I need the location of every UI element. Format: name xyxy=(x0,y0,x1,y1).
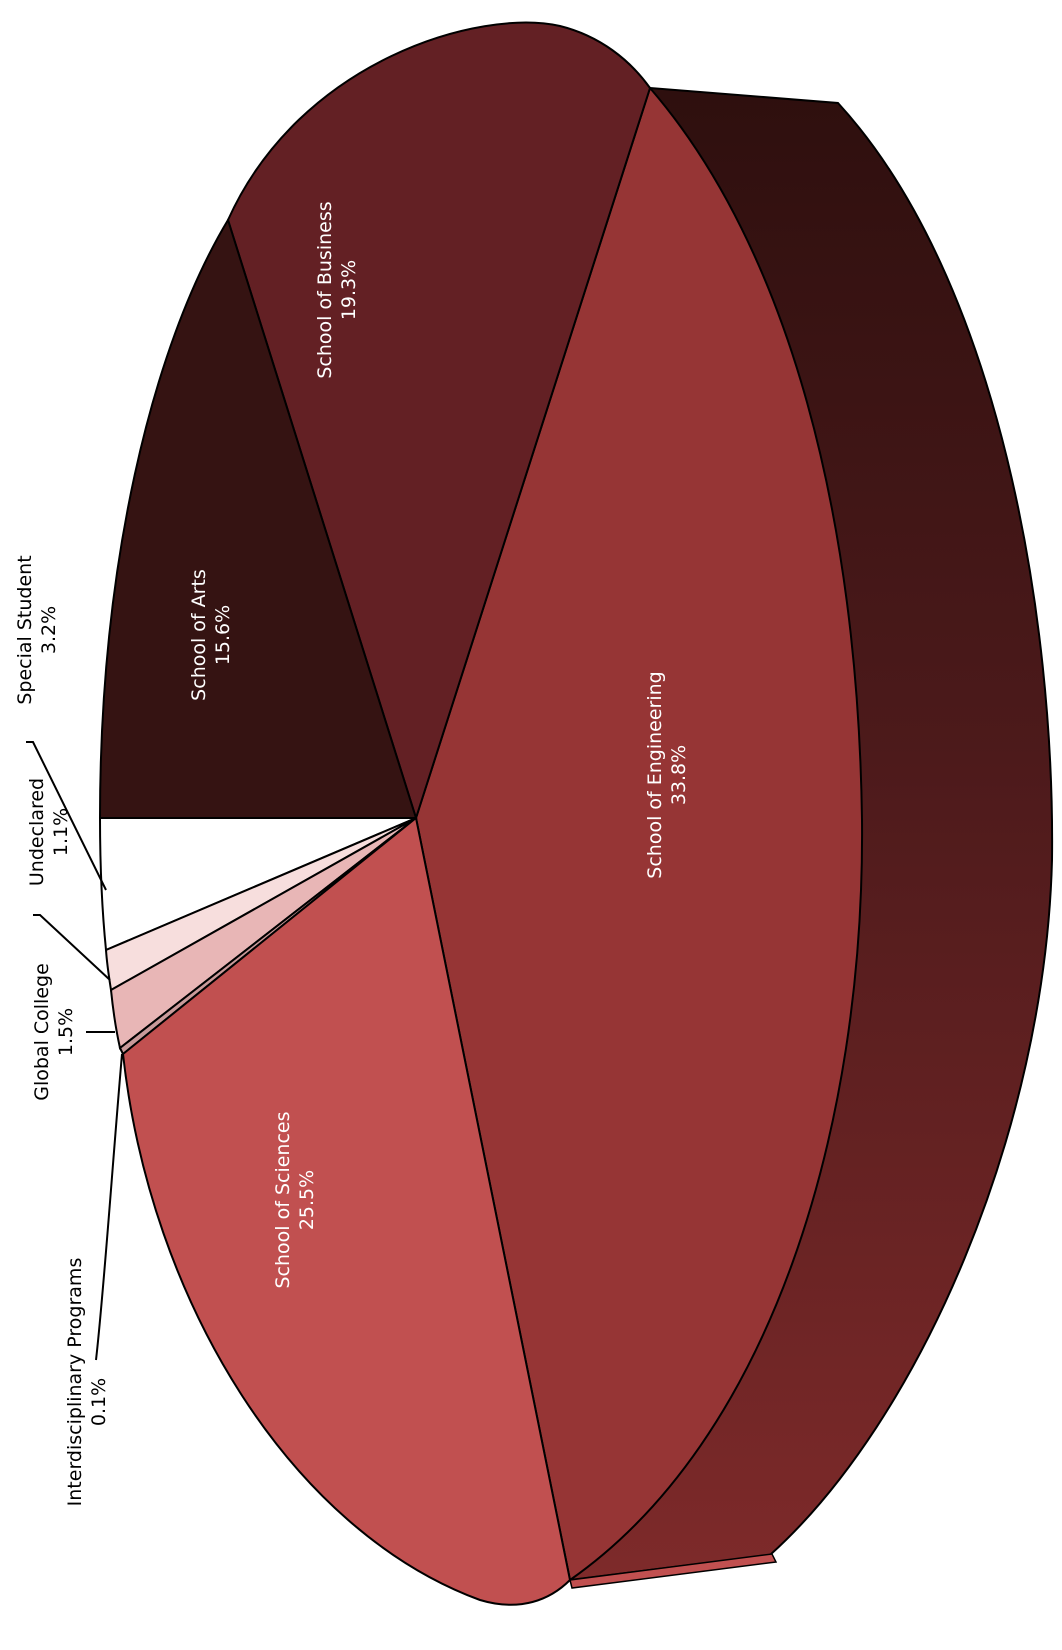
label-group-special-student: Special Student 3.2% xyxy=(14,555,60,704)
label-group-engineering: School of Engineering 33.8% xyxy=(644,671,690,878)
label-group-arts: School of Arts 15.6% xyxy=(188,569,234,701)
callout-label-global-college-value: 1.5% xyxy=(55,1008,77,1056)
slice-school-of-business xyxy=(226,21,652,822)
slice-label-arts-name: School of Arts xyxy=(188,569,210,701)
slice-school-of-arts xyxy=(98,217,418,819)
callout-label-special-student-name: Special Student xyxy=(14,555,36,704)
callout-label-global-college-name: Global College xyxy=(31,963,53,1101)
pie-side-sciences-strip xyxy=(569,1553,778,1589)
slice-label-business-value: 19.3% xyxy=(338,260,360,320)
leader-line-interdisciplinary-programs xyxy=(95,1053,123,1361)
slice-label-arts-value: 15.6% xyxy=(212,605,234,665)
slice-school-of-engineering xyxy=(414,85,864,1582)
label-group-global-college: Global College 1.5% xyxy=(31,963,77,1101)
slice-label-engineering-name: School of Engineering xyxy=(644,671,666,878)
callout-label-undeclared-value: 1.1% xyxy=(50,808,72,856)
slice-label-sciences-name: School of Sciences xyxy=(272,1111,294,1288)
label-group-interdisciplinary-programs: Interdisciplinary Programs 0.1% xyxy=(64,1258,110,1507)
label-group-undeclared: Undeclared 1.1% xyxy=(26,778,72,886)
leader-line-undeclared xyxy=(33,914,111,981)
label-group-business: School of Business 19.3% xyxy=(314,201,360,378)
slice-label-business-name: School of Business xyxy=(314,201,336,378)
slice-school-of-sciences xyxy=(121,816,572,1606)
callout-label-interdisciplinary-value: 0.1% xyxy=(88,1378,110,1426)
callout-label-undeclared-name: Undeclared xyxy=(26,778,48,886)
leader-line-special-student xyxy=(26,741,107,891)
slice-label-sciences-value: 25.5% xyxy=(296,1170,318,1230)
callout-label-special-student-value: 3.2% xyxy=(38,606,60,654)
callout-label-interdisciplinary-name: Interdisciplinary Programs xyxy=(64,1258,86,1507)
slice-label-engineering-value: 33.8% xyxy=(668,745,690,805)
label-group-sciences: School of Sciences 25.5% xyxy=(272,1111,318,1288)
